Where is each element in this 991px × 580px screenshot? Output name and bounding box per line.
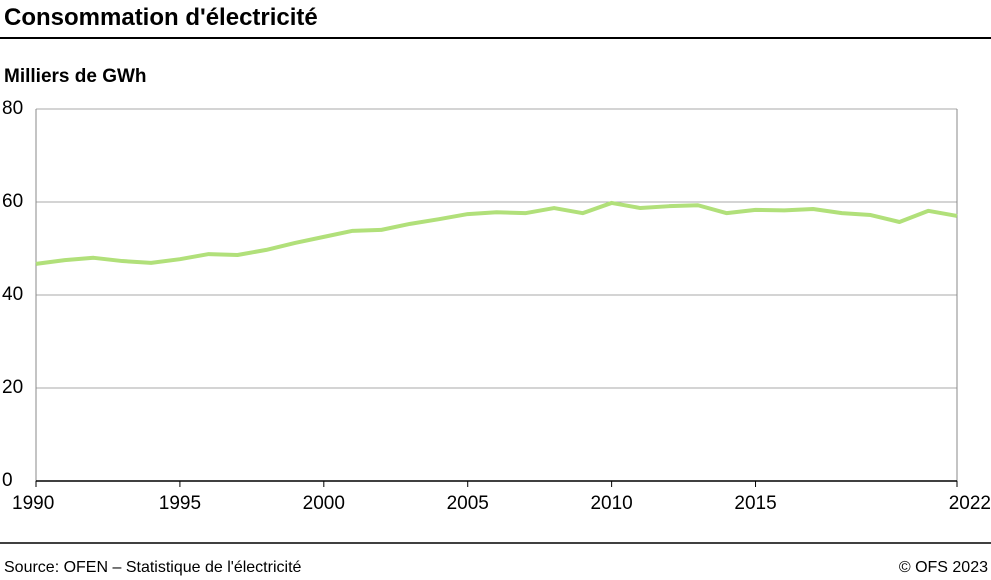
y-axis-label: Milliers de GWh xyxy=(4,66,147,87)
x-tick-label: 2022 xyxy=(949,493,991,514)
y-tick-label: 20 xyxy=(2,377,23,398)
chart-title: Consommation d'électricité xyxy=(4,4,318,31)
source: Source: OFEN – Statistique de l'électric… xyxy=(4,559,302,576)
x-tick-label: 2000 xyxy=(303,493,345,514)
y-tick-label: 60 xyxy=(2,191,23,212)
x-tick-label: 2005 xyxy=(447,493,489,514)
line xyxy=(35,200,958,266)
y-tick-label: 80 xyxy=(2,98,23,119)
copyright: © OFS 2023 xyxy=(899,559,988,576)
y-tick-label: 0 xyxy=(2,470,13,491)
x-tick-label: 1990 xyxy=(12,493,54,514)
y-tick-label: 40 xyxy=(2,284,23,305)
x-tick-label: 2010 xyxy=(590,493,632,514)
x-tick-label: 1995 xyxy=(159,493,201,514)
x-tick-label: 2015 xyxy=(734,493,776,514)
